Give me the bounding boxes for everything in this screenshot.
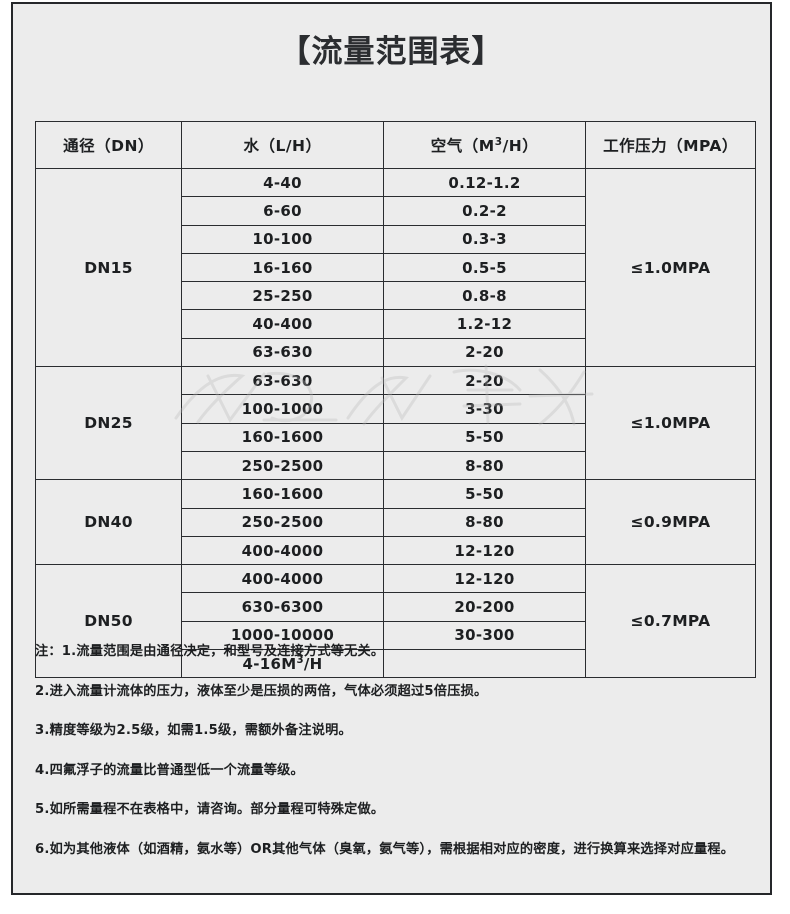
table-row: 1000-10000 30-300: [36, 620, 756, 651]
cell-working-pressure: ≤1.0MPA: [585, 366, 756, 481]
header-air-superscript: 3: [494, 135, 503, 148]
table-row: 400-4000 12-120: [36, 535, 756, 566]
header-air-prefix: 空气（M: [430, 137, 495, 155]
cell-air-range: 20-200: [383, 592, 586, 622]
cell-water-range: 16-160: [181, 252, 384, 283]
table-row: DN50 400-4000 12-120 ≤0.7MPA: [35, 564, 756, 679]
cell-air-range: 3-30: [383, 394, 586, 424]
cell-water-range: 10-100: [181, 224, 384, 254]
table-row: 40-400 1.2-12: [36, 309, 756, 339]
cell-working-pressure: ≤0.9MPA: [585, 479, 756, 566]
cell-air-range: [383, 649, 586, 679]
cell-water-range: 100-1000: [181, 394, 384, 424]
cell-water-range: 630-6300: [181, 592, 384, 622]
cell-working-pressure: ≤0.7MPA: [585, 564, 756, 679]
table-row: 63-630 2-20: [36, 337, 756, 368]
cell-water-range: 160-1600: [181, 422, 384, 452]
cell-air-range: 0.2-2: [383, 196, 586, 226]
note-item: 4.四氟浮子的流量比普通型低一个流量等级。: [35, 762, 304, 778]
cell-water-range: 4-40: [181, 167, 384, 198]
note-item: 2.进入流量计流体的压力，液体至少是压损的两倍，气体必须超过5倍压损。: [35, 683, 488, 699]
flow-range-table: 通径（DN） 水（L/H） 空气（M3/H） 工作压力（MPA） DN15 4-4…: [35, 121, 756, 679]
cell-dn: DN40: [35, 479, 182, 566]
header-pressure: 工作压力（MPA）: [585, 121, 756, 169]
header-water: 水（L/H）: [181, 121, 384, 169]
cell-air-range: 0.3-3: [383, 224, 586, 254]
note-item: 6.如为其他液体（如酒精，氨水等）OR其他气体（臭氧，氨气等），需根据相对应的密…: [35, 841, 735, 857]
cell-air-range: 12-120: [383, 564, 586, 594]
cell-air-range: 0.12-1.2: [383, 167, 586, 198]
note-item: 注：1.流量范围是由通径决定，和型号及连接方式等无关。: [35, 644, 385, 659]
table-row: 250-2500 8-80: [36, 450, 756, 481]
cell-air-range: 12-120: [383, 535, 586, 566]
header-air-suffix: /H）: [502, 137, 539, 155]
cell-water-prefix: 4-16M: [242, 654, 297, 673]
header-dn: 通径（DN）: [35, 121, 182, 169]
cell-water-range: 250-2500: [181, 450, 384, 481]
table-row: 10-100 0.3-3: [36, 224, 756, 254]
cell-air-range: 8-80: [383, 450, 586, 481]
page-sheet: 【流量范围表】 通径（: [11, 2, 772, 895]
cell-water-range: 250-2500: [181, 507, 384, 537]
table-row: DN25 63-630 2-20 ≤1.0MPA: [35, 366, 756, 481]
header-air: 空气（M3/H）: [383, 121, 586, 169]
cell-water-range: 25-250: [181, 281, 384, 311]
cell-dn: DN25: [35, 366, 182, 481]
table-row: DN15 4-40 0.12-1.2 ≤1.0MPA: [35, 167, 756, 368]
cell-air-range: 30-300: [383, 620, 586, 651]
note-item: 5.如所需量程不在表格中，请咨询。部分量程可特殊定做。: [35, 802, 385, 817]
cell-air-range: 2-20: [383, 366, 586, 396]
table-row: 25-250 0.8-8: [36, 281, 756, 311]
cell-air-range: 5-50: [383, 422, 586, 452]
note-item: 3.精度等级为2.5级，如需1.5级，需额外备注说明。: [35, 723, 352, 738]
cell-working-pressure: ≤1.0MPA: [585, 167, 756, 368]
cell-water-range: 1000-10000: [181, 620, 384, 651]
table-header-row: 通径（DN） 水（L/H） 空气（M3/H） 工作压力（MPA）: [35, 121, 756, 169]
cell-air-range: 5-50: [383, 479, 586, 509]
cell-water-range: 63-630: [181, 366, 384, 396]
cell-air-range: 0.8-8: [383, 281, 586, 311]
cell-water-suffix: /H: [303, 654, 323, 673]
cell-air-range: 0.5-5: [383, 252, 586, 283]
page-title: 【流量范围表】: [279, 34, 504, 70]
cell-water-range: 4-16M3/H: [181, 649, 384, 679]
cell-air-range: 1.2-12: [383, 309, 586, 339]
notes-list: 注：1.流量范围是由通径决定，和型号及连接方式等无关。 2.进入流量计流体的压力，…: [35, 644, 759, 881]
cell-water-range: 160-1600: [181, 479, 384, 509]
table-row: 250-2500 8-80: [36, 507, 756, 537]
cell-dn: DN50: [35, 564, 182, 679]
table-row: 160-1600 5-50: [36, 422, 756, 452]
cell-water-range: 63-630: [181, 337, 384, 368]
cell-water-range: 400-4000: [181, 535, 384, 566]
cell-water-superscript: 3: [296, 654, 304, 666]
cell-dn: DN15: [35, 167, 182, 368]
cell-water-range: 6-60: [181, 196, 384, 226]
cell-water-range: 40-400: [181, 309, 384, 339]
cell-water-range: 400-4000: [181, 564, 384, 594]
table-row: 630-6300 20-200: [36, 592, 756, 622]
table-row: DN40 160-1600 5-50 ≤0.9MPA: [35, 479, 756, 566]
table-row: 4-16M3/H: [36, 649, 756, 679]
cell-air-range: 2-20: [383, 337, 586, 368]
cell-air-range: 8-80: [383, 507, 586, 537]
